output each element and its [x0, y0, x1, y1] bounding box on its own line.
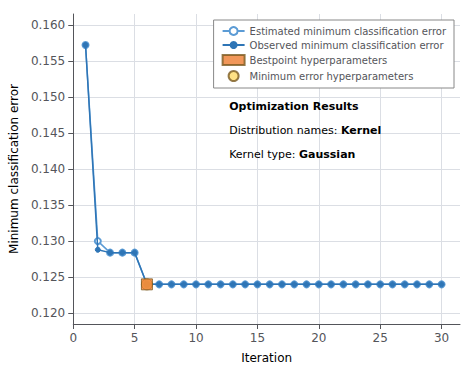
svg-text:Optimization Results: Optimization Results: [229, 100, 359, 113]
svg-text:Minimum classification error: Minimum classification error: [7, 84, 21, 254]
svg-text:0: 0: [69, 331, 77, 345]
svg-text:Gaussian: Gaussian: [299, 148, 355, 161]
svg-text:5: 5: [131, 331, 139, 345]
svg-text:0.145: 0.145: [31, 126, 65, 140]
svg-text:10: 10: [188, 331, 203, 345]
svg-text:20: 20: [311, 331, 326, 345]
svg-text:15: 15: [250, 331, 265, 345]
svg-text:0.140: 0.140: [31, 162, 65, 176]
svg-text:Observed minimum classificatio: Observed minimum classification error: [250, 40, 445, 51]
svg-text:0.160: 0.160: [31, 18, 65, 32]
svg-text:0.120: 0.120: [31, 306, 65, 320]
svg-text:0.150: 0.150: [31, 90, 65, 104]
svg-text:0.135: 0.135: [31, 198, 65, 212]
svg-text:Kernel type:: Kernel type:: [229, 148, 299, 161]
svg-text:25: 25: [373, 331, 388, 345]
svg-text:Iteration: Iteration: [241, 351, 292, 365]
svg-text:Minimum error hyperparameters: Minimum error hyperparameters: [250, 71, 414, 82]
svg-text:0.155: 0.155: [31, 54, 65, 68]
svg-text:Kernel: Kernel: [341, 124, 381, 137]
svg-text:0.130: 0.130: [31, 234, 65, 248]
svg-text:Estimated minimum classificati: Estimated minimum classification error: [250, 26, 447, 37]
svg-text:Bestpoint hyperparameters: Bestpoint hyperparameters: [250, 55, 388, 66]
svg-text:Distribution names:: Distribution names:: [229, 124, 341, 137]
svg-text:30: 30: [434, 331, 449, 345]
svg-text:0.125: 0.125: [31, 270, 65, 284]
